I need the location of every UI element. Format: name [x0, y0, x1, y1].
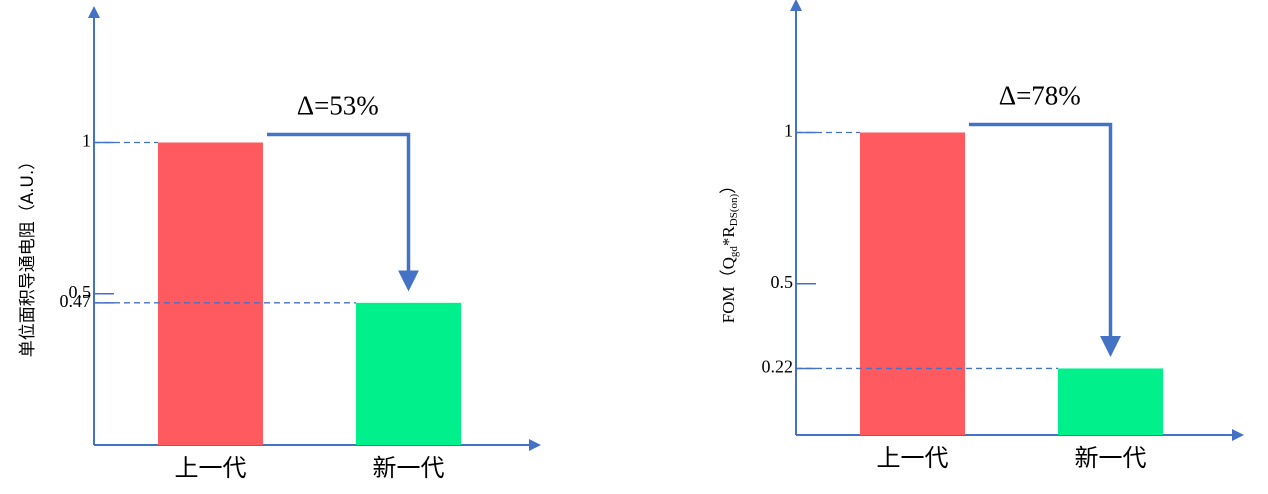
- y-tick-label: 1: [784, 121, 793, 141]
- bar: [158, 142, 263, 445]
- x-tick-label: 新一代: [373, 454, 445, 482]
- y-tick-label: 0.47: [60, 291, 92, 311]
- bar: [1058, 368, 1163, 435]
- y-axis-label: 单位面积导通电阻（A.U.）: [18, 153, 38, 358]
- y-axis-label-part: 单位面积导通电阻（A.U.）: [18, 153, 38, 358]
- annotation: Δ=78%: [999, 81, 1081, 111]
- x-tick-label: 上一代: [175, 454, 247, 482]
- bar: [356, 302, 461, 445]
- y-axis-label-part: DS(on): [728, 193, 740, 226]
- y-tick-label: 0.22: [762, 357, 794, 377]
- arrow: [969, 122, 1121, 357]
- arrow: [267, 132, 419, 292]
- y-axis-label-part: gd: [728, 246, 740, 258]
- y-tick-label: 0.5: [771, 272, 794, 292]
- x-tick-label: 上一代: [877, 444, 949, 472]
- y-axis-label-part: ）: [719, 177, 738, 194]
- y-tick-label: 1: [82, 131, 91, 151]
- y-axis-label-part: FOM（Q: [719, 257, 738, 323]
- y-tick-label: 0.5: [69, 282, 92, 302]
- x-tick-label: 新一代: [1075, 444, 1147, 472]
- annotation: Δ=53%: [297, 91, 379, 121]
- y-axis-label: FOM（Qgd*RDS(on)）: [719, 177, 740, 323]
- bar: [860, 132, 965, 435]
- y-axis-label-part: *R: [719, 226, 738, 247]
